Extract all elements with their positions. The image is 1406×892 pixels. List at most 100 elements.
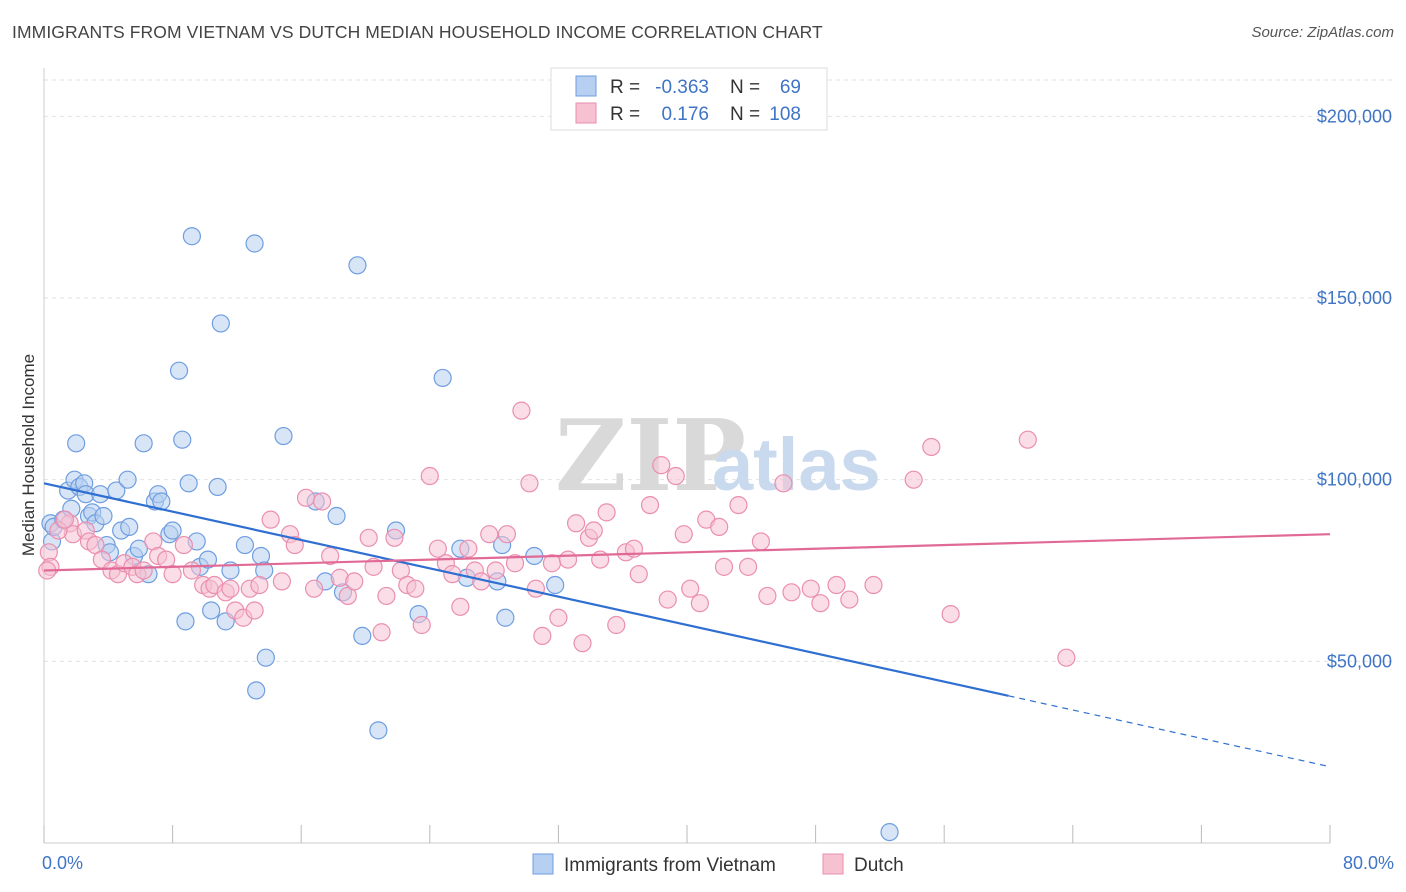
vietnam-point xyxy=(173,430,192,449)
dutch-point xyxy=(261,510,280,529)
dutch-point xyxy=(607,615,626,635)
vietnam-point xyxy=(129,539,148,558)
stats-legend: R = -0.363 N = 69 R = 0.176 N = 108 xyxy=(550,67,828,131)
dutch-point xyxy=(182,561,201,580)
dutch-point xyxy=(451,597,470,616)
dutch-point xyxy=(640,496,660,515)
vietnam-point xyxy=(202,601,221,620)
dutch-point xyxy=(533,626,552,646)
dutch-point xyxy=(558,550,578,569)
vietnam-point xyxy=(256,648,275,667)
vietnam-point xyxy=(235,535,255,555)
dutch-point xyxy=(364,557,383,576)
vietnam-point xyxy=(348,256,367,275)
source-label: Source: ZipAtlas.com xyxy=(1251,24,1394,41)
y-tick-label: $100,000 xyxy=(1317,470,1392,490)
dutch-point xyxy=(658,590,677,609)
dutch-point xyxy=(864,575,883,595)
dutch-point xyxy=(774,474,793,493)
vietnam-point xyxy=(163,521,182,540)
vietnam-point xyxy=(369,721,388,740)
dutch-point xyxy=(285,535,304,555)
dutch-point xyxy=(520,474,539,493)
watermark-zip: ZIP xyxy=(555,399,746,514)
dutch-point xyxy=(372,623,391,642)
legend-n-label: N = xyxy=(730,104,760,125)
y-axis-label: Median Household Income xyxy=(19,354,38,556)
dutch-point xyxy=(738,557,758,576)
dutch-point xyxy=(221,579,240,598)
vietnam-point xyxy=(134,434,153,453)
vietnam-point xyxy=(169,361,189,380)
vietnam-point xyxy=(245,234,264,253)
dutch-point xyxy=(428,539,447,558)
vietnam-point xyxy=(496,608,515,627)
trend-lines xyxy=(43,482,1331,768)
dutch-point xyxy=(459,539,478,558)
dutch-point xyxy=(359,528,378,547)
watermark-atlas: atlas xyxy=(712,423,881,506)
dutch-point xyxy=(922,437,941,457)
bottom-legend-label: Dutch xyxy=(854,855,904,876)
legend-r-label: R = xyxy=(610,104,640,125)
dutch-point xyxy=(163,565,182,584)
vietnam-point xyxy=(198,550,218,569)
dutch-point xyxy=(272,572,292,591)
vietnam-point xyxy=(120,517,139,537)
dutch-point xyxy=(304,579,324,598)
legend-r-value: 0.176 xyxy=(661,104,709,125)
x-tick-label: 80.0% xyxy=(1343,853,1394,873)
axes xyxy=(43,68,1331,844)
dutch-point xyxy=(420,466,439,486)
dutch-point xyxy=(566,514,586,533)
y-tick-label: $50,000 xyxy=(1327,651,1392,671)
dutch-point xyxy=(652,456,671,475)
dutch-point xyxy=(714,557,734,576)
dutch-point xyxy=(681,579,700,598)
dutch-point xyxy=(584,521,603,540)
legend-r-value: -0.363 xyxy=(655,77,709,98)
dutch-point xyxy=(629,565,648,584)
dutch-point xyxy=(782,583,801,602)
vietnam-point xyxy=(327,506,346,526)
dutch-point xyxy=(801,579,820,598)
data-points xyxy=(38,227,1076,842)
dutch-point xyxy=(840,590,859,609)
dutch-trend-line xyxy=(43,533,1331,572)
dutch-point xyxy=(174,535,193,555)
legend-r-label: R = xyxy=(610,77,640,98)
vietnam-point xyxy=(94,506,113,526)
vietnam-point xyxy=(176,612,195,631)
dutch-point xyxy=(690,594,709,613)
dutch-point xyxy=(674,525,693,544)
x-tick-label: 0.0% xyxy=(42,853,83,873)
dutch-point xyxy=(666,466,685,486)
legend-swatch-blue xyxy=(575,75,597,97)
dutch-point xyxy=(312,492,332,511)
vietnam-point xyxy=(179,474,198,493)
vietnam-point xyxy=(880,822,899,842)
dutch-point xyxy=(406,579,425,598)
dutch-point xyxy=(549,608,568,627)
vietnam-point xyxy=(247,681,266,700)
dutch-point xyxy=(134,561,153,580)
dutch-point xyxy=(1018,430,1037,449)
bottom-legend: Immigrants from Vietnam Dutch xyxy=(532,853,904,876)
vietnam-point xyxy=(208,477,227,497)
dutch-point xyxy=(505,554,525,573)
dutch-point xyxy=(377,586,396,606)
legend-n-value: 108 xyxy=(769,104,801,125)
dutch-point xyxy=(250,575,269,595)
y-tick-label: $150,000 xyxy=(1317,288,1392,308)
bottom-legend-label: Immigrants from Vietnam xyxy=(564,855,776,876)
dutch-point xyxy=(597,503,616,522)
vietnam-point xyxy=(353,626,372,646)
dutch-point xyxy=(941,604,960,624)
legend-n-label: N = xyxy=(730,77,760,98)
dutch-point xyxy=(1057,648,1076,667)
tick-labels: $50,000 $100,000 $150,000 $200,000 0.0% 80.0% xyxy=(42,106,1394,873)
dutch-point xyxy=(729,496,748,515)
dutch-point xyxy=(751,532,771,551)
dutch-point xyxy=(55,510,74,529)
watermark: ZIP atlas xyxy=(555,399,881,514)
